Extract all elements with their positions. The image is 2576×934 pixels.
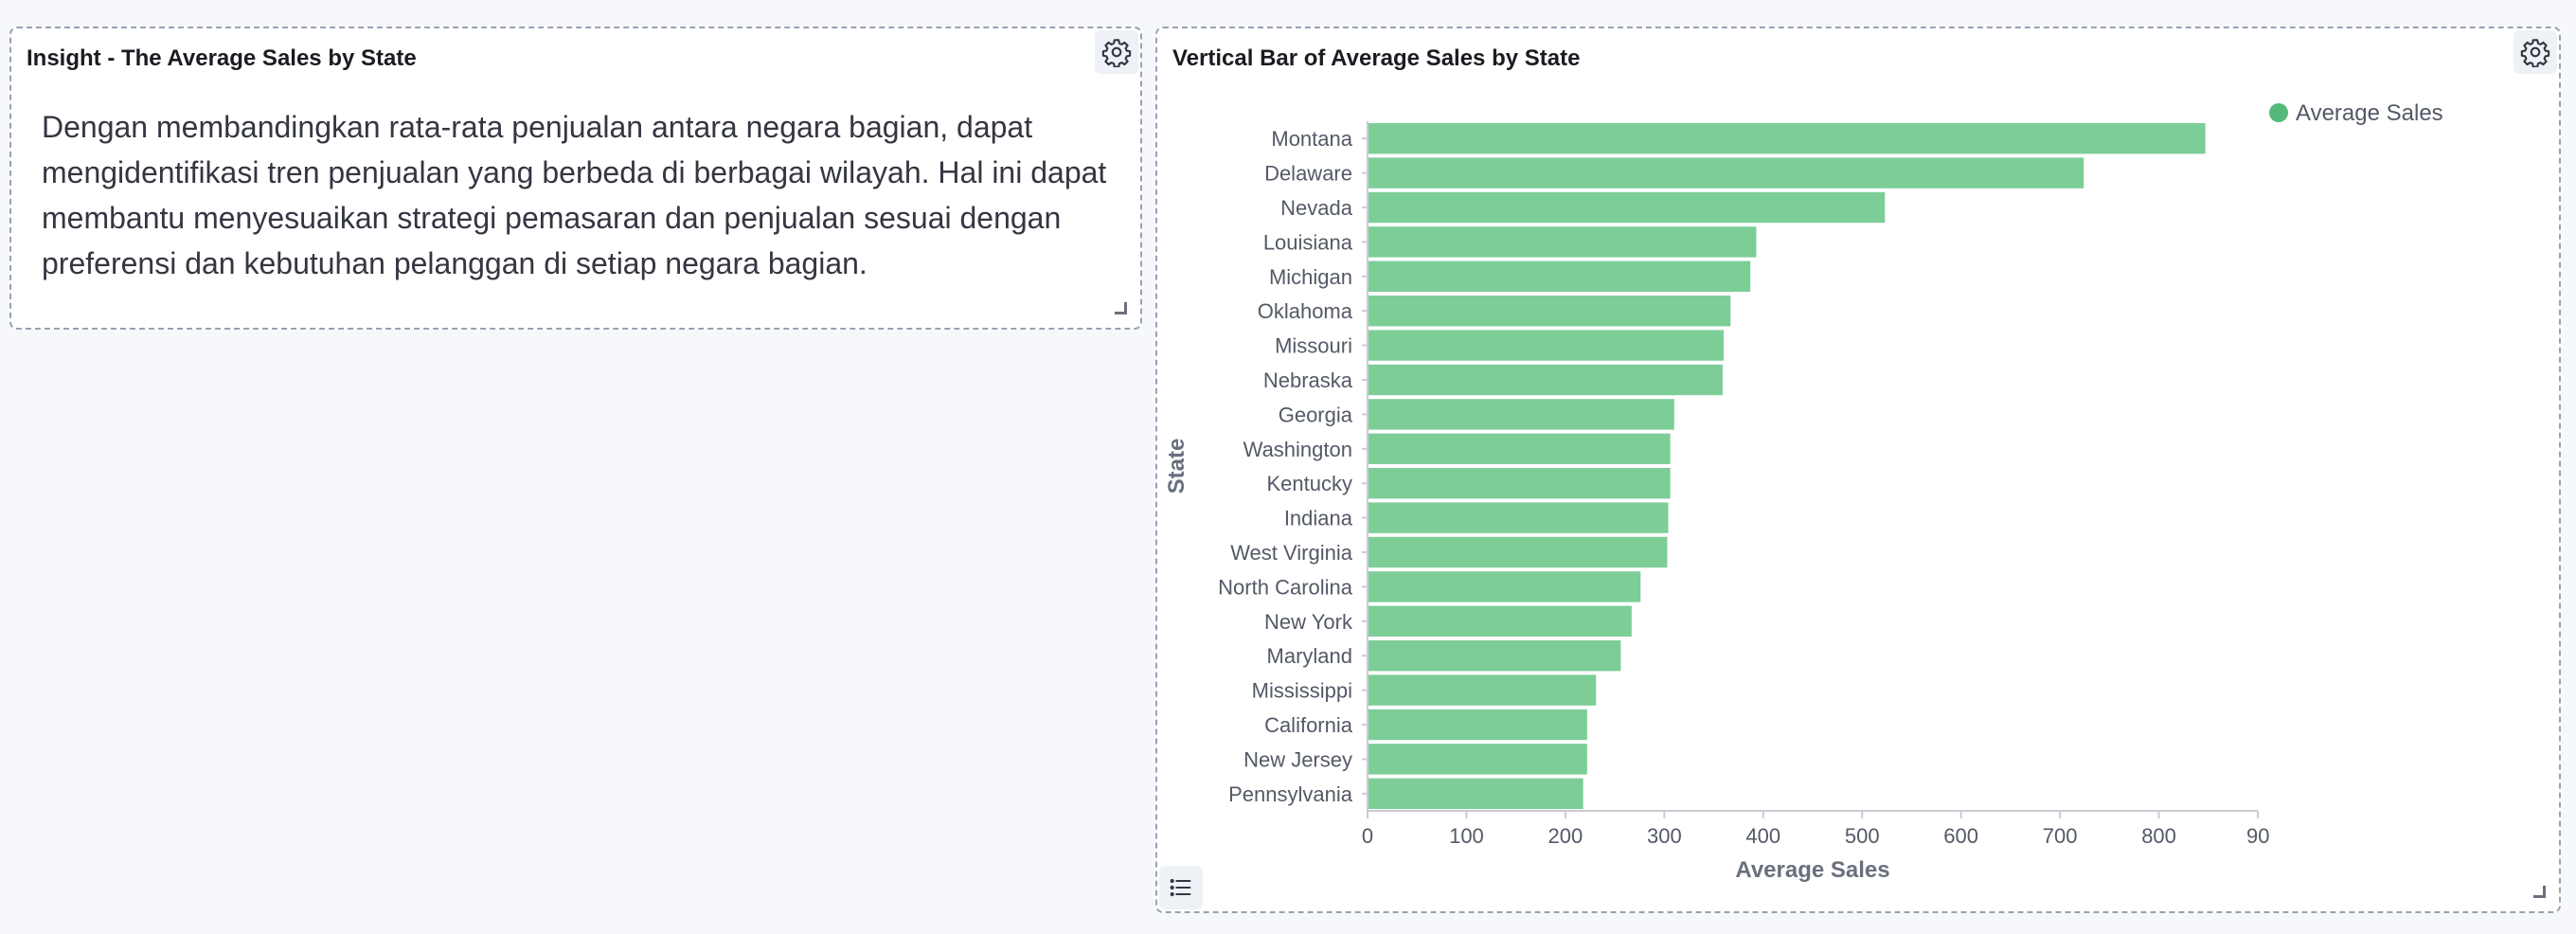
category-label: Louisiana (1263, 230, 1353, 254)
bar-delaware[interactable] (1368, 157, 2084, 189)
bar-west-virginia[interactable] (1368, 536, 1668, 568)
x-tick-label: 500 (1845, 824, 1880, 848)
bar-georgia[interactable] (1368, 399, 1674, 430)
resize-handle-icon[interactable] (2533, 886, 2546, 898)
bar-pennsylvania[interactable] (1368, 778, 1583, 809)
bar-oklahoma[interactable] (1368, 296, 1731, 327)
category-label: Delaware (1264, 162, 1352, 186)
insight-panel: Insight - The Average Sales by State Den… (9, 27, 1142, 330)
y-axis-title: State (1164, 439, 1190, 494)
bar-indiana[interactable] (1368, 502, 1669, 533)
legend-toggle-button[interactable] (1159, 866, 1203, 909)
x-tick-label: 600 (1943, 824, 1978, 848)
x-axis-ticks: 0 100 200 300 400 500 600 700 800 90 (1362, 811, 2269, 848)
x-tick-label: 300 (1647, 824, 1682, 848)
bar-north-carolina[interactable] (1368, 571, 1641, 602)
gear-icon (2520, 39, 2550, 67)
insight-text: Dengan membandingkan rata-rata penjualan… (42, 110, 1107, 280)
x-tick-label: 200 (1548, 824, 1583, 848)
x-tick-label: 800 (2141, 824, 2176, 848)
category-label: New Jersey (1243, 747, 1352, 771)
x-tick-label: 400 (1745, 824, 1780, 848)
bar-maryland[interactable] (1368, 640, 1621, 672)
bar-nebraska[interactable] (1368, 364, 1723, 396)
category-label: Pennsylvania (1228, 782, 1353, 806)
category-label: Michigan (1269, 265, 1352, 289)
bar-montana[interactable] (1368, 123, 2206, 154)
category-label: New York (1264, 610, 1353, 634)
resize-handle-icon[interactable] (1115, 302, 1127, 314)
category-label: Montana (1271, 127, 1352, 151)
x-tick-label: 100 (1449, 824, 1484, 848)
gear-icon (1101, 39, 1132, 67)
chart-panel-title: Vertical Bar of Average Sales by State (1172, 45, 1581, 71)
chart-panel: Vertical Bar of Average Sales by State M… (1155, 27, 2561, 913)
legend-swatch (2269, 103, 2288, 122)
category-label: Kentucky (1267, 472, 1353, 495)
bars-layer (1368, 123, 2206, 809)
bar-mississippi[interactable] (1368, 674, 1597, 706)
list-icon (1170, 878, 1191, 897)
x-tick-label: 90 (2246, 824, 2269, 848)
bar-nevada[interactable] (1368, 191, 1886, 224)
category-label: Missouri (1275, 334, 1352, 358)
bar-chart: Montana Delaware Nevada Louisiana Michigan Ok… (1164, 100, 2443, 883)
bar-california[interactable] (1368, 709, 1587, 741)
category-label: Georgia (1279, 403, 1353, 426)
bar-kentucky[interactable] (1368, 468, 1671, 499)
bar-michigan[interactable] (1368, 260, 1751, 292)
category-labels: Montana Delaware Nevada Louisiana Michigan Ok… (1218, 127, 1368, 806)
category-label: Nebraska (1263, 368, 1353, 392)
x-tick-label: 0 (1362, 824, 1373, 848)
category-label: North Carolina (1218, 575, 1353, 599)
x-axis-title: Average Sales (1735, 857, 1889, 883)
legend[interactable]: Average Sales (2269, 100, 2443, 126)
legend-label[interactable]: Average Sales (2296, 100, 2443, 126)
category-label: Nevada (1280, 196, 1353, 220)
category-label: Indiana (1284, 507, 1353, 530)
category-label: Washington (1243, 438, 1352, 461)
category-label: Maryland (1267, 644, 1352, 668)
bar-washington[interactable] (1368, 433, 1671, 464)
category-label: West Virginia (1230, 541, 1353, 565)
category-label: Oklahoma (1258, 299, 1353, 323)
bar-louisiana[interactable] (1368, 226, 1757, 258)
category-label: California (1264, 713, 1353, 737)
x-tick-label: 700 (2043, 824, 2078, 848)
category-label: Mississippi (1252, 679, 1352, 703)
insight-panel-title: Insight - The Average Sales by State (27, 45, 417, 71)
insight-panel-settings-button[interactable] (1095, 30, 1138, 74)
bar-new-york[interactable] (1368, 605, 1632, 637)
chart-panel-settings-button[interactable] (2513, 30, 2557, 74)
bar-new-jersey[interactable] (1368, 744, 1587, 775)
bar-missouri[interactable] (1368, 330, 1724, 361)
